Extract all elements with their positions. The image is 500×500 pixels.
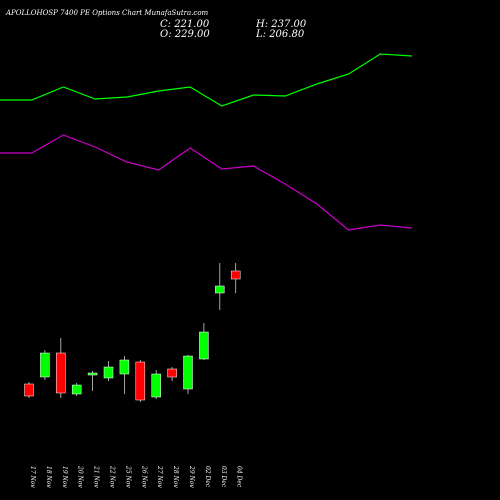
x-tick-label: 19 Nov bbox=[61, 466, 68, 488]
x-tick-label: 21 Nov bbox=[93, 465, 100, 488]
candle bbox=[71, 383, 82, 396]
candle-body-up bbox=[183, 355, 193, 390]
candle-body-up bbox=[71, 384, 82, 395]
high-value: H: 237.00 bbox=[256, 19, 307, 30]
x-tick-label: 28 Nov bbox=[172, 465, 179, 488]
x-tick-label: 17 Nov bbox=[29, 466, 36, 488]
candle-body-down bbox=[230, 270, 241, 280]
x-tick-label: 22 Nov bbox=[109, 465, 116, 488]
candle bbox=[56, 338, 66, 398]
candle bbox=[40, 350, 50, 380]
candle bbox=[230, 263, 241, 294]
candle bbox=[167, 367, 177, 381]
x-tick-label: 03 Dec bbox=[220, 466, 227, 488]
x-tick-label: 02 Dec bbox=[204, 466, 211, 488]
candle-body-down bbox=[135, 361, 146, 401]
candle-body-up bbox=[103, 366, 114, 379]
x-tick-label: 25 Nov bbox=[124, 465, 131, 488]
candle bbox=[103, 361, 114, 381]
candle-body-down bbox=[24, 383, 34, 397]
candle bbox=[135, 360, 146, 402]
candle-body-up bbox=[40, 352, 50, 378]
bands-layer bbox=[0, 53, 413, 231]
candle-body-up bbox=[151, 373, 161, 398]
x-tick-label: 27 Nov bbox=[156, 465, 163, 488]
candle-body-up bbox=[119, 359, 130, 375]
lower-band-line bbox=[0, 134, 413, 231]
low-value: L: 206.80 bbox=[256, 29, 305, 40]
candle bbox=[215, 263, 225, 310]
candle bbox=[151, 370, 161, 399]
candle-body-down bbox=[167, 368, 177, 378]
x-tick-label: 18 Nov bbox=[45, 466, 52, 488]
close-value: C: 221.00 bbox=[160, 19, 210, 30]
candle bbox=[199, 323, 209, 360]
open-value: O: 229.00 bbox=[160, 29, 210, 40]
candle bbox=[119, 356, 130, 394]
candle-body-up bbox=[199, 331, 209, 360]
candle bbox=[87, 371, 98, 391]
x-tick-label: 26 Nov bbox=[140, 465, 147, 488]
candle-body-up bbox=[215, 285, 225, 294]
upper-band-line bbox=[0, 53, 413, 107]
candle bbox=[24, 382, 34, 398]
x-tick-label: 29 Nov bbox=[188, 465, 195, 488]
candle-body-down bbox=[56, 352, 66, 394]
x-axis-labels: 17 Nov 18 Nov 19 Nov 20 Nov 21 Nov 22 Nov 25 N… bbox=[29, 465, 243, 488]
candle bbox=[183, 355, 193, 394]
candle-body-up bbox=[87, 372, 98, 376]
x-tick-label: 20 Nov bbox=[77, 465, 84, 488]
chart-title: APOLLOHOSP 7400 PE Options Chart MunafaS… bbox=[6, 9, 209, 17]
x-tick-label: 04 Dec bbox=[236, 466, 243, 488]
candles-layer bbox=[24, 263, 241, 402]
